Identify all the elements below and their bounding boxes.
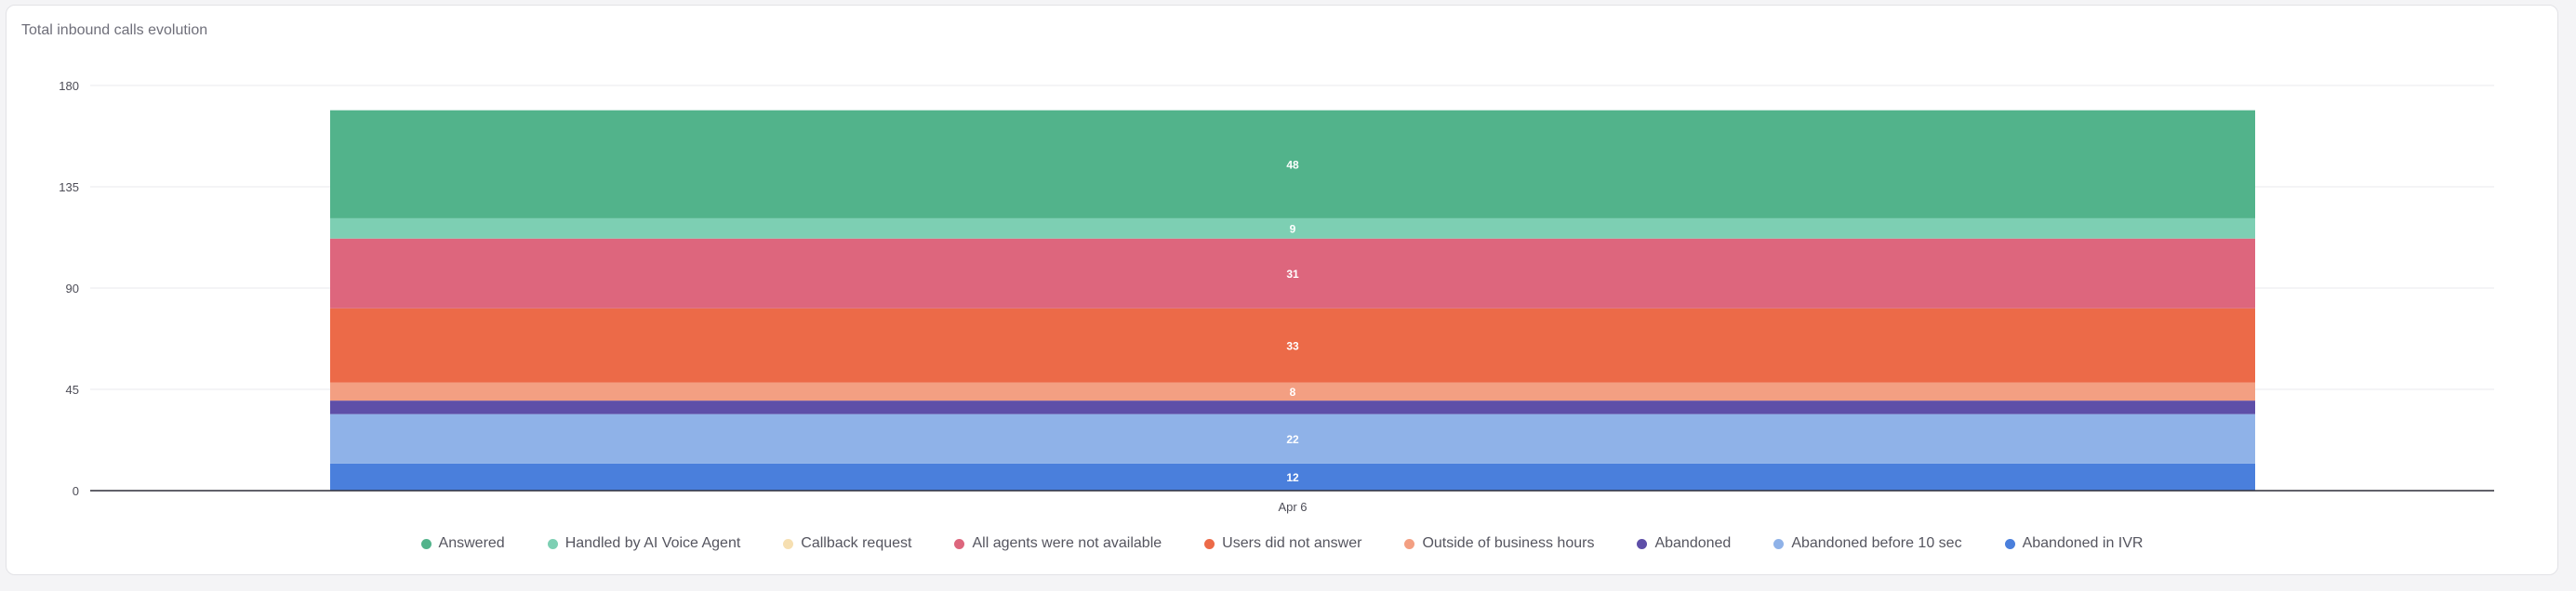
data-label: 33 xyxy=(1286,339,1299,352)
bar-segment[interactable] xyxy=(330,238,2255,309)
data-label: 22 xyxy=(1286,433,1299,446)
legend-label: Abandoned in IVR xyxy=(2022,535,2144,551)
legend-label: Users did not answer xyxy=(1222,535,1362,551)
legend-label: Handled by AI Voice Agent xyxy=(564,535,741,551)
bar-segment[interactable] xyxy=(330,110,2255,218)
legend-dot-icon xyxy=(1773,538,1785,549)
legend-label: Abandoned before 10 sec xyxy=(1791,535,1962,551)
legend-item[interactable]: Answered xyxy=(420,535,505,552)
bar-segment[interactable] xyxy=(330,308,2255,383)
y-tick-label: 0 xyxy=(73,484,79,498)
y-tick-label: 90 xyxy=(66,282,79,296)
bar-segment[interactable] xyxy=(330,414,2255,464)
legend-dot-icon xyxy=(2004,538,2015,549)
legend-dot-icon xyxy=(1404,538,1415,549)
data-label: 12 xyxy=(1286,471,1299,484)
legend-dot-icon xyxy=(954,538,965,549)
y-tick-label: 180 xyxy=(59,79,79,93)
legend-item[interactable]: Abandoned xyxy=(1637,535,1731,552)
legend-label: Answered xyxy=(438,535,505,551)
legend-dot-icon xyxy=(1204,538,1215,549)
stacked-bar-chart: 0 45 90 135 180 12 22 8 33 31 9 48 Apr 6 xyxy=(59,79,2494,514)
chart-card: Total inbound calls evolution 0 45 90 135 18… xyxy=(6,5,2558,575)
legend-label: Callback request xyxy=(801,535,912,551)
legend-item[interactable]: Outside of business hours xyxy=(1404,535,1594,552)
data-label: 8 xyxy=(1290,386,1296,399)
legend-dot-icon xyxy=(420,538,432,549)
bar-segment[interactable] xyxy=(330,217,2255,239)
y-tick-label: 45 xyxy=(66,383,79,397)
legend-item[interactable]: All agents were not available xyxy=(954,535,1162,552)
legend-dot-icon xyxy=(1637,538,1648,549)
legend-label: Abandoned xyxy=(1654,535,1732,551)
legend-item[interactable]: Abandoned in IVR xyxy=(2004,535,2144,552)
chart-legend: Answered Handled by AI Voice Agent Callbac… xyxy=(7,535,2557,552)
y-tick-label: 135 xyxy=(59,180,79,194)
legend-dot-icon xyxy=(783,538,794,549)
data-label: 9 xyxy=(1290,222,1296,235)
legend-label: Outside of business hours xyxy=(1422,535,1595,551)
data-label: 31 xyxy=(1286,268,1299,281)
bar-segment[interactable] xyxy=(330,382,2255,401)
legend-item[interactable]: Users did not answer xyxy=(1204,535,1361,552)
legend-item[interactable]: Handled by AI Voice Agent xyxy=(547,535,741,552)
x-tick-label: Apr 6 xyxy=(1278,500,1307,514)
legend-item[interactable]: Abandoned before 10 sec xyxy=(1773,535,1962,552)
bar-segment[interactable] xyxy=(330,463,2255,491)
legend-dot-icon xyxy=(547,538,558,549)
bar-segment[interactable] xyxy=(330,401,2255,414)
chart-title: Total inbound calls evolution xyxy=(21,22,208,38)
legend-label: All agents were not available xyxy=(972,535,1162,551)
legend-item[interactable]: Callback request xyxy=(783,535,911,552)
data-label: 48 xyxy=(1286,158,1299,171)
